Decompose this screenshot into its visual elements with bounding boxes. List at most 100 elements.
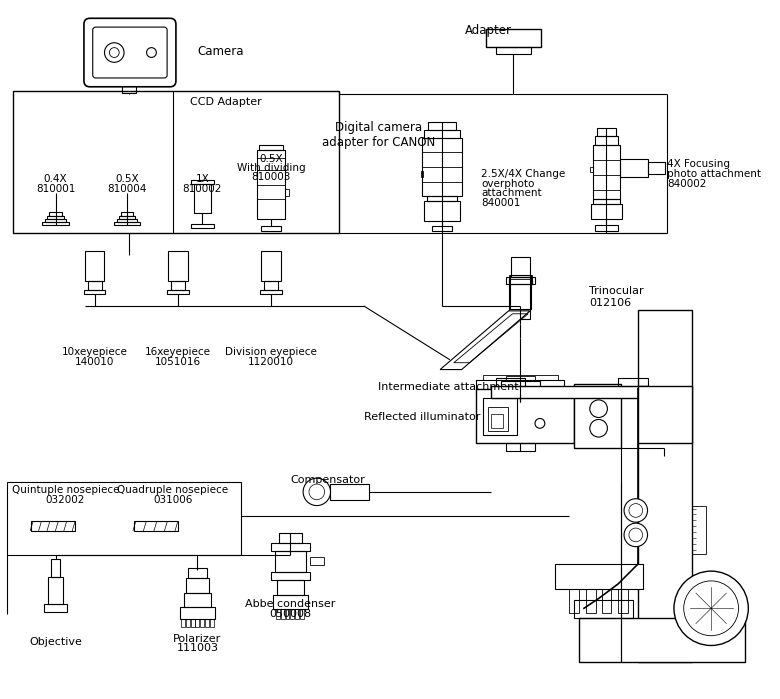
Bar (477, 389, 574, 443)
Bar (496, 47, 531, 55)
Bar (210, 619, 214, 627)
Bar (310, 557, 324, 565)
Bar (432, 226, 452, 231)
Text: Reflected illuminator: Reflected illuminator (363, 412, 480, 421)
Bar (42, 222, 69, 225)
Circle shape (535, 419, 544, 428)
Bar (205, 619, 209, 627)
Circle shape (674, 571, 748, 645)
Bar (486, 394, 555, 400)
Text: Digital camera
adapter for CANON: Digital camera adapter for CANON (322, 121, 435, 149)
Bar (483, 398, 517, 435)
Circle shape (147, 48, 156, 57)
Bar (491, 414, 503, 428)
Circle shape (105, 43, 124, 62)
Bar (574, 600, 633, 618)
Circle shape (309, 484, 324, 500)
Bar (171, 280, 185, 290)
Bar (594, 225, 619, 231)
Bar (509, 275, 532, 279)
Bar (619, 378, 647, 386)
Bar (300, 610, 304, 619)
Bar (692, 505, 706, 554)
Bar (420, 171, 424, 177)
Bar (261, 251, 281, 280)
Bar (290, 610, 294, 619)
Bar (7, 482, 242, 556)
Text: Compensator: Compensator (290, 475, 365, 485)
Bar (190, 619, 194, 627)
Bar (638, 310, 692, 662)
Text: 032002: 032002 (46, 495, 85, 505)
Bar (424, 130, 459, 138)
Bar (579, 618, 746, 662)
Bar (488, 407, 508, 431)
Text: Intermediate attachment: Intermediate attachment (378, 382, 519, 392)
Text: 140010: 140010 (75, 356, 115, 367)
Circle shape (590, 400, 608, 417)
Bar (620, 159, 647, 177)
Bar (275, 610, 280, 619)
Polygon shape (31, 521, 75, 531)
Bar (509, 277, 532, 284)
Bar (593, 145, 620, 199)
Circle shape (590, 419, 608, 437)
Text: Polarizer: Polarizer (173, 633, 222, 644)
Bar (200, 619, 204, 627)
Circle shape (629, 503, 643, 517)
Circle shape (684, 581, 739, 635)
Bar (190, 224, 214, 228)
Text: 0.5X: 0.5X (259, 154, 282, 164)
Circle shape (109, 48, 119, 57)
Text: Trinocular: Trinocular (589, 287, 643, 296)
Bar (184, 593, 211, 607)
Bar (264, 280, 278, 290)
Circle shape (624, 523, 647, 547)
Bar (186, 578, 209, 593)
Text: 810004: 810004 (108, 184, 147, 194)
Bar (329, 484, 369, 500)
Bar (501, 381, 540, 389)
Bar (285, 189, 289, 196)
Bar (193, 184, 211, 213)
Bar (122, 80, 136, 93)
Text: 1120010: 1120010 (248, 356, 294, 367)
Text: 012106: 012106 (589, 298, 631, 308)
Text: 810003: 810003 (251, 172, 290, 182)
Bar (190, 180, 214, 184)
Circle shape (624, 498, 647, 522)
Bar (427, 196, 457, 201)
Text: 4X Focusing: 4X Focusing (667, 159, 730, 169)
Text: Adapter: Adapter (465, 24, 512, 36)
Bar (597, 128, 616, 136)
Bar (48, 577, 63, 605)
Bar (119, 216, 135, 219)
Bar (586, 589, 596, 613)
Text: 1X: 1X (196, 174, 209, 184)
Bar (48, 212, 62, 216)
Bar (590, 204, 622, 219)
Bar (505, 277, 535, 284)
Bar (117, 219, 136, 222)
Text: 031006: 031006 (154, 495, 193, 505)
Bar (271, 542, 310, 551)
Bar (85, 251, 105, 280)
Bar (44, 605, 67, 612)
Bar (168, 251, 188, 280)
Bar (259, 145, 282, 150)
Bar (569, 589, 579, 613)
Bar (278, 533, 302, 542)
Text: 1051016: 1051016 (154, 356, 201, 367)
Text: attachment: attachment (481, 189, 542, 199)
Circle shape (303, 478, 331, 505)
Bar (511, 257, 530, 277)
Bar (186, 619, 190, 627)
Bar (121, 212, 133, 216)
Bar (180, 607, 215, 619)
Bar (188, 568, 207, 578)
Bar (509, 277, 530, 319)
Bar (271, 572, 310, 580)
Bar (273, 595, 308, 610)
Bar (285, 610, 289, 619)
Text: 2.5X/4X Change: 2.5X/4X Change (481, 169, 566, 179)
